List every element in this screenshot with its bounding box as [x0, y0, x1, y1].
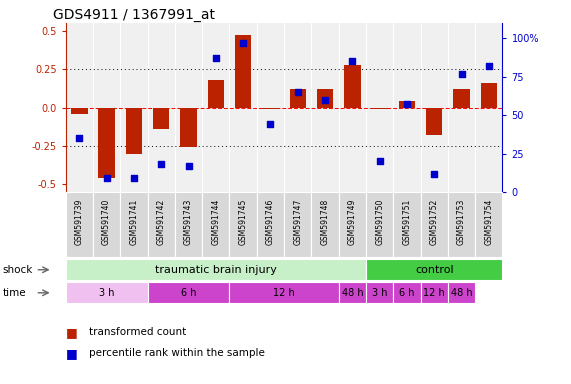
Text: GSM591754: GSM591754 [484, 199, 493, 245]
Text: GSM591741: GSM591741 [130, 199, 138, 245]
Text: GSM591742: GSM591742 [156, 199, 166, 245]
Bar [153, 108, 170, 129]
Bar [235, 35, 251, 108]
Bar [257, 192, 284, 257]
Point [429, 170, 439, 177]
Text: control: control [415, 265, 453, 275]
Bar [339, 192, 366, 257]
Bar [284, 192, 311, 257]
Text: GSM591739: GSM591739 [75, 199, 84, 245]
Text: transformed count: transformed count [89, 327, 186, 337]
Point [239, 40, 248, 46]
Bar [311, 192, 339, 257]
Text: GSM591744: GSM591744 [211, 199, 220, 245]
Bar [339, 282, 366, 303]
Bar [66, 259, 366, 280]
Point [102, 175, 111, 181]
Bar [202, 192, 230, 257]
Point [293, 89, 302, 95]
Bar [421, 192, 448, 257]
Bar [147, 192, 175, 257]
Text: GSM591750: GSM591750 [375, 199, 384, 245]
Point [484, 63, 493, 69]
Text: GSM591753: GSM591753 [457, 199, 466, 245]
Text: 12 h: 12 h [423, 288, 445, 298]
Text: 48 h: 48 h [451, 288, 472, 298]
Bar [371, 108, 388, 109]
Point [348, 58, 357, 65]
Bar [426, 108, 443, 135]
Point [156, 161, 166, 167]
Text: time: time [3, 288, 26, 298]
Text: 3 h: 3 h [372, 288, 387, 298]
Bar [448, 282, 475, 303]
Bar [120, 192, 147, 257]
Bar [475, 192, 502, 257]
Text: 6 h: 6 h [399, 288, 415, 298]
Bar [230, 192, 257, 257]
Bar [393, 192, 421, 257]
Bar [481, 83, 497, 108]
Bar [421, 282, 448, 303]
Text: ■: ■ [66, 347, 82, 360]
Text: GSM591746: GSM591746 [266, 199, 275, 245]
Text: GDS4911 / 1367991_at: GDS4911 / 1367991_at [53, 8, 215, 22]
Point [75, 135, 84, 141]
Bar [366, 192, 393, 257]
Text: ■: ■ [66, 326, 82, 339]
Bar [126, 108, 142, 154]
Text: 12 h: 12 h [273, 288, 295, 298]
Point [130, 175, 139, 181]
Bar [180, 108, 196, 147]
Bar [66, 192, 93, 257]
Bar [93, 192, 120, 257]
Text: GSM591749: GSM591749 [348, 199, 357, 245]
Bar [448, 192, 475, 257]
Bar [175, 192, 202, 257]
Text: percentile rank within the sample: percentile rank within the sample [89, 348, 264, 358]
Point [375, 158, 384, 164]
Text: shock: shock [3, 265, 33, 275]
Bar [366, 282, 393, 303]
Bar [289, 89, 306, 108]
Bar [66, 282, 147, 303]
Text: 3 h: 3 h [99, 288, 114, 298]
Text: GSM591743: GSM591743 [184, 199, 193, 245]
Bar [344, 65, 360, 108]
Bar [71, 108, 87, 114]
Bar [399, 101, 415, 108]
Text: GSM591752: GSM591752 [430, 199, 439, 245]
Bar [453, 89, 470, 108]
Point [266, 121, 275, 127]
Bar [393, 282, 421, 303]
Text: GSM591748: GSM591748 [320, 199, 329, 245]
Text: GSM591751: GSM591751 [403, 199, 412, 245]
Point [184, 163, 193, 169]
Text: GSM591747: GSM591747 [293, 199, 302, 245]
Point [211, 55, 220, 61]
Text: GSM591740: GSM591740 [102, 199, 111, 245]
Bar [208, 80, 224, 108]
Bar [317, 89, 333, 108]
Bar [262, 108, 279, 109]
Bar [366, 259, 502, 280]
Point [403, 101, 412, 108]
Text: traumatic brain injury: traumatic brain injury [155, 265, 277, 275]
Point [320, 97, 329, 103]
Text: 48 h: 48 h [341, 288, 363, 298]
Bar [147, 282, 230, 303]
Text: GSM591745: GSM591745 [239, 199, 248, 245]
Point [457, 71, 466, 77]
Text: 6 h: 6 h [181, 288, 196, 298]
Bar [230, 282, 339, 303]
Bar [98, 108, 115, 178]
